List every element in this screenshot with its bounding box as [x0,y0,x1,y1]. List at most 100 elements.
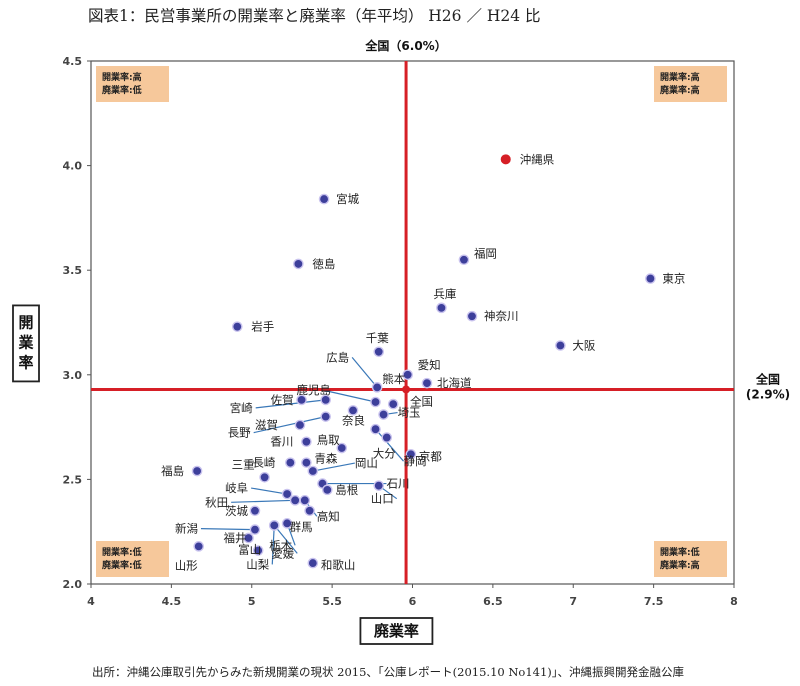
leader-line [231,499,296,503]
data-point-label: 岡山 [355,456,378,470]
data-point [387,398,399,410]
quadrant-box-bottom-right [654,541,727,577]
data-point [294,419,306,431]
quadrant-label-top-left: 廃業率:低 [102,84,142,96]
quadrant-label-top-right: 廃業率:高 [660,84,700,96]
data-point [373,346,385,358]
data-point-label: 新潟 [175,522,198,536]
y-tick-label: 2.0 [63,578,83,591]
data-point [307,557,319,569]
x-tick-label: 5.5 [322,595,342,608]
data-point-label: 福岡 [474,247,497,261]
data-point-label: 福島 [161,464,184,478]
data-point-label: 長野 [228,426,251,440]
data-point-label: 広島 [326,350,349,364]
y-axis-ticks: 2.0 2.5 3.0 3.5 4.0 4.5 [63,55,91,591]
data-point-label: 鳥取 [317,433,340,447]
data-point [249,524,261,535]
data-point [555,340,566,351]
x-tick-label: 4.5 [162,595,182,608]
data-point-label: 三重 [232,457,255,471]
data-point [320,394,331,406]
axis-titles: 廃業率 開業率 [12,304,434,645]
data-point [307,465,319,477]
data-point [405,448,417,460]
data-point [301,436,312,448]
leader-line [271,525,275,565]
data-point-label: 長崎 [252,456,275,470]
data-point [402,369,413,381]
data-point [645,273,656,284]
data-point [381,432,393,443]
data-point [301,457,312,468]
quadrant-box-bottom-left [96,541,169,577]
data-point-label: 鹿児島 [297,383,332,397]
leader-line [273,525,298,554]
x-tick-label: 4 [87,595,95,608]
plot-area [90,60,735,585]
data-point-label: 東京 [662,272,685,286]
data-point [336,442,348,454]
data-point [304,505,315,517]
data-point [249,505,261,517]
data-point [281,488,293,500]
source-note: 出所：沖縄公庫取引先からみた新規開業の現状 2015、「公庫レポート(2015.… [92,665,685,679]
leader-line [255,399,326,409]
data-point [268,520,280,531]
data-point [259,472,270,483]
data-point-label: 山形 [175,558,198,572]
reference-x-label: 全国（6.0%） [364,38,446,53]
reference-y-label: (2.9%) [746,387,790,401]
data-point [318,193,330,205]
quadrant-label-bottom-right: 廃業率:高 [660,559,700,571]
quadrant-label-bottom-left: 廃業率:低 [102,559,142,571]
leader-line [312,462,355,472]
data-point-label: 富山 [238,543,261,557]
x-tick-label: 6.5 [483,595,503,608]
y-tick-label: 4.5 [63,55,83,68]
leader-line [351,356,378,388]
leader-line [322,389,376,403]
x-tick-label: 7 [569,595,577,608]
quadrant-label-bottom-right: 開業率:低 [660,546,700,558]
data-point-label: 滋賀 [255,418,278,432]
x-axis-title: 廃業率 [374,622,419,640]
data-point [378,409,389,420]
data-point [193,541,205,552]
data-point-label: 山梨 [246,557,269,571]
data-point [500,154,511,165]
data-point-label: 栃木 [269,538,292,552]
y-tick-label: 3.5 [63,264,83,277]
data-point [252,545,264,556]
national-average-label: 全国 [410,394,433,408]
data-point [299,495,311,506]
data-point-label: 山口 [371,492,394,506]
data-point-label: 埼玉 [398,406,421,420]
data-point-label: 大分 [373,447,396,461]
data-point [466,310,478,322]
data-point-label: 兵庫 [433,287,456,301]
data-point-label: 石川 [386,477,409,491]
data-point-label: 宮崎 [230,401,253,415]
data-point-label: 奈良 [342,413,365,427]
data-point-label: 岩手 [251,320,274,334]
leader-line [375,428,404,462]
page-title: 図表1：民営事業所の開業率と廃業率（年平均） H26 ／ H24 比 [88,7,541,25]
data-point-label: 神奈川 [484,309,519,323]
data-point-label: 北海道 [437,376,472,390]
data-point-label: 茨城 [225,504,248,518]
data-point-label: 青森 [314,452,337,466]
data-point-label: 高知 [317,509,340,523]
data-point [421,377,433,389]
quadrant-label-bottom-left: 開業率:低 [102,546,142,558]
data-point-label: 秋田 [205,495,228,509]
x-tick-label: 5 [248,595,256,608]
data-point-label: 沖縄県 [520,152,555,166]
y-axis-title-char: 業 [17,333,34,351]
data-point [320,411,331,422]
data-point [458,254,470,266]
x-tick-label: 6 [409,595,417,608]
